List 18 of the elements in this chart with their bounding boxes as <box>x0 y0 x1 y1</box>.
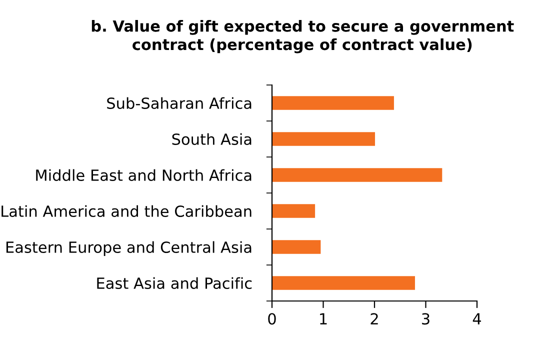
bar <box>272 276 415 290</box>
bar <box>272 240 321 254</box>
y-tick-label: Latin America and the Caribbean <box>2 205 252 218</box>
y-tick-label: Middle East and North Africa <box>36 169 252 182</box>
x-tick-label: 3 <box>422 313 430 325</box>
y-tick-label: Eastern Europe and Central Asia <box>6 241 252 256</box>
x-tick-label: 4 <box>472 313 482 324</box>
x-tick-label: 2 <box>370 313 378 324</box>
y-tick-label: Sub-Saharan Africa <box>107 97 252 110</box>
x-tick-label: 0 <box>268 313 276 325</box>
chart-title: b. Value of gift expected to secure a government contract (percentage of contract value) <box>92 20 514 54</box>
y-tick-label: East Asia and Pacific <box>97 277 252 290</box>
bar <box>272 96 394 110</box>
bar <box>272 204 316 218</box>
y-tick-label: South Asia <box>172 133 252 146</box>
bar <box>272 168 442 182</box>
x-tick-label: 1 <box>320 313 327 324</box>
bar <box>272 132 376 146</box>
